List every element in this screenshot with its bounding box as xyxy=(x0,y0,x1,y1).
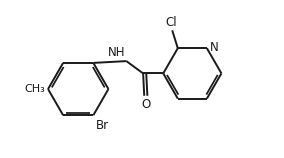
Text: CH₃: CH₃ xyxy=(25,84,45,94)
Text: Br: Br xyxy=(96,119,109,132)
Text: N: N xyxy=(210,41,218,54)
Text: O: O xyxy=(141,98,151,111)
Text: NH: NH xyxy=(108,46,125,59)
Text: Cl: Cl xyxy=(165,15,177,29)
